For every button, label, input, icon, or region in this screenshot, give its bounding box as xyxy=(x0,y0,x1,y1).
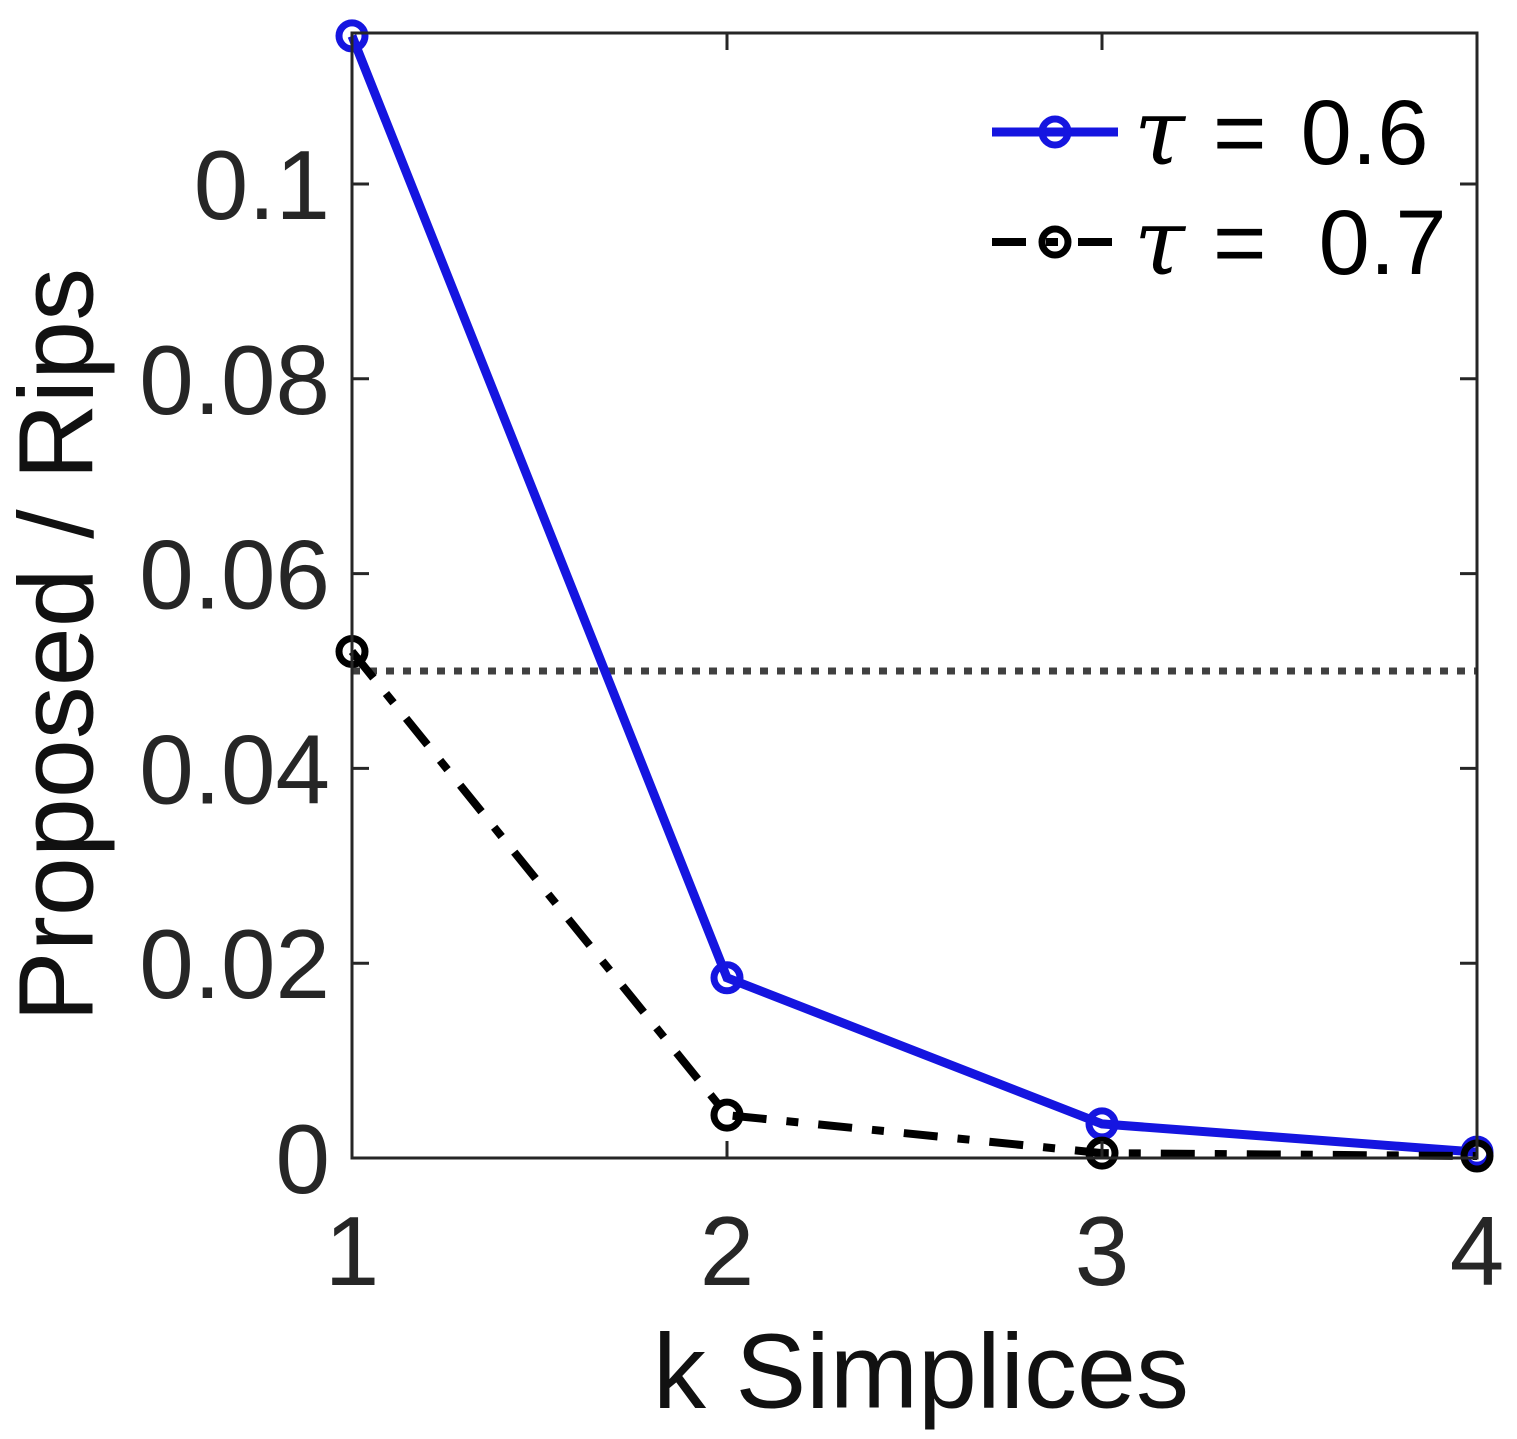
axis-box xyxy=(350,31,1479,1160)
axis-frame xyxy=(350,31,1479,1160)
legend-sample-marker xyxy=(1038,225,1072,259)
axis-ticks xyxy=(350,33,1479,1160)
series-lines xyxy=(347,34,1478,1161)
x-tick-label: 4 xyxy=(1450,1196,1505,1306)
legend-value: 0.6 xyxy=(1300,81,1429,184)
equals-sign: = xyxy=(1212,81,1267,184)
y-tick-label: 0.06 xyxy=(139,520,330,630)
legend-value: 0.7 xyxy=(1318,191,1447,294)
legend-entry-tau-0.7: τ = 0.7 xyxy=(990,187,1447,297)
legend: τ = 0.6 τ = 0.7 xyxy=(990,77,1447,297)
x-axis-label: k Simplices xyxy=(652,1312,1190,1431)
y-tick-label: 0 xyxy=(275,1104,330,1214)
series-line-1 xyxy=(348,648,1478,1161)
legend-label: τ = 0.7 xyxy=(1134,189,1447,296)
y-tick-label: 0.04 xyxy=(139,714,330,824)
tau-symbol: τ xyxy=(1134,188,1185,296)
tick-labels: 1 2 3 4 0 0.02 0.04 0.06 0.08 0.1 xyxy=(139,130,1504,1306)
y-axis-label: Proposed / Rips xyxy=(0,267,116,1023)
series-line-0 xyxy=(347,34,1478,1157)
legend-label: τ = 0.6 xyxy=(1134,79,1429,186)
data-point-marker xyxy=(1085,1136,1119,1170)
data-point-marker xyxy=(710,1098,744,1132)
legend-line-sample-solid xyxy=(992,115,1118,149)
data-point-marker xyxy=(710,961,744,995)
legend-line-sample-dash-dot xyxy=(992,225,1118,259)
x-tick-label: 1 xyxy=(325,1196,380,1306)
y-tick-label: 0.1 xyxy=(194,130,330,240)
legend-sample-marker xyxy=(1038,115,1072,149)
equals-sign: = xyxy=(1212,191,1267,294)
y-tick-label: 0.02 xyxy=(139,909,330,1019)
x-tick-label: 3 xyxy=(1075,1196,1130,1306)
x-tick-label: 2 xyxy=(700,1196,755,1306)
y-tick-label: 0.08 xyxy=(139,325,330,435)
legend-entry-tau-0.6: τ = 0.6 xyxy=(990,77,1447,187)
tau-symbol: τ xyxy=(1134,78,1185,186)
